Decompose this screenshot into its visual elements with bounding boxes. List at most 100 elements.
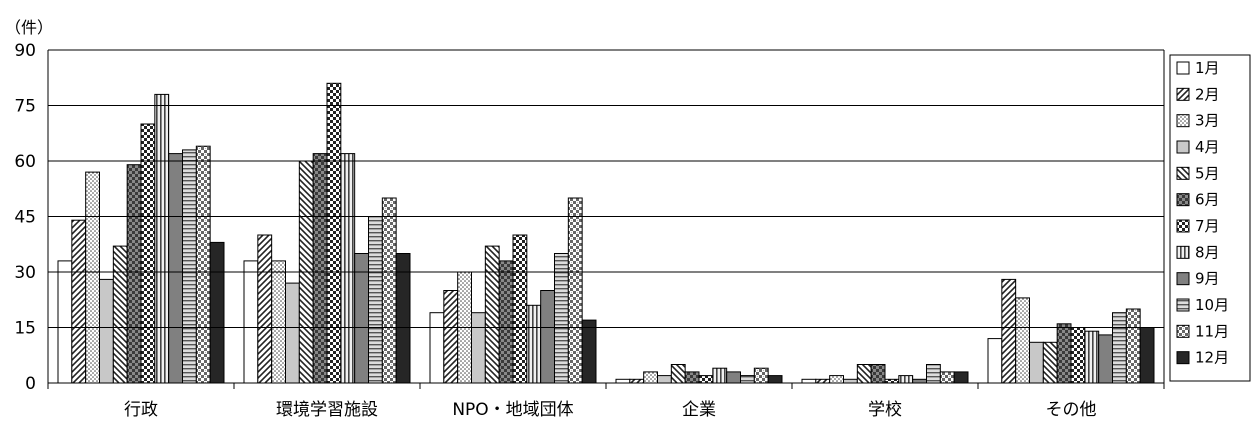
legend-label: 2月: [1195, 85, 1220, 103]
bar: [643, 371, 658, 384]
bar: [801, 378, 817, 384]
category-label: 企業: [682, 400, 716, 420]
bar: [1139, 327, 1155, 384]
bar: [57, 260, 73, 384]
legend-swatch: [1176, 351, 1190, 365]
bar: [354, 253, 370, 384]
legend-swatch: [1176, 245, 1190, 259]
bar: [381, 197, 397, 384]
bar: [340, 153, 356, 384]
bar: [740, 375, 755, 384]
bar: [726, 371, 741, 384]
bar: [312, 153, 328, 384]
bar: [1056, 323, 1072, 384]
y-tick-label: 30: [14, 263, 36, 283]
bar: [112, 245, 128, 384]
bar: [395, 253, 411, 384]
legend-label: 6月: [1195, 191, 1220, 209]
bar: [429, 312, 445, 384]
bar: [629, 378, 645, 384]
bar: [884, 378, 900, 384]
bar: [554, 253, 569, 384]
bar: [243, 260, 259, 384]
bar: [368, 216, 383, 384]
bar: [85, 171, 100, 384]
y-tick-label: 75: [14, 97, 36, 117]
bar: [684, 371, 700, 384]
bar: [1098, 334, 1114, 384]
bar: [140, 123, 156, 384]
bar: [870, 364, 886, 384]
bar: [829, 375, 844, 384]
bar: [498, 260, 514, 384]
bar: [1070, 327, 1086, 384]
bar: [512, 234, 528, 384]
legend-swatch: [1176, 193, 1190, 207]
bar: [815, 378, 831, 384]
bar: [939, 371, 955, 384]
bar: [767, 375, 783, 384]
legend-label: 1月: [1195, 59, 1220, 77]
legend-label: 3月: [1195, 112, 1220, 130]
category-label: その他: [1046, 400, 1097, 420]
bar: [657, 375, 672, 384]
bar: [926, 364, 941, 384]
legend-swatch: [1176, 114, 1190, 128]
y-tick-label: 15: [14, 319, 36, 339]
bar: [471, 312, 486, 384]
legend-swatch: [1176, 324, 1190, 338]
bar: [615, 378, 631, 384]
category-label: NPO・地域団体: [452, 400, 573, 420]
bar: [698, 375, 714, 384]
bar: [182, 149, 197, 384]
bar: [71, 219, 87, 384]
bar: [209, 241, 225, 384]
y-tick-label: 60: [14, 152, 36, 172]
bar: [1125, 308, 1141, 384]
legend-swatch: [1176, 87, 1190, 101]
category-label: 行政: [124, 400, 158, 420]
bar: [1084, 330, 1100, 384]
legend-label: 4月: [1195, 138, 1220, 156]
bar: [195, 145, 211, 384]
y-tick-label: 90: [14, 41, 36, 61]
bar: [126, 164, 142, 384]
bar: [1042, 341, 1058, 384]
bar: [912, 378, 927, 384]
y-axis-unit-label: （件）: [5, 18, 53, 37]
bar: [99, 278, 114, 384]
bar: [856, 364, 872, 384]
y-tick-label: 45: [14, 208, 36, 228]
legend-label: 5月: [1195, 164, 1220, 182]
legend-label: 11月: [1195, 322, 1229, 340]
bar: [670, 364, 686, 384]
legend-label: 7月: [1195, 217, 1220, 235]
bar: [154, 93, 170, 384]
category-label: 学校: [868, 400, 902, 420]
category-label: 環境学習施設: [276, 400, 378, 420]
bar: [898, 375, 914, 384]
bar: [843, 378, 858, 384]
bar: [987, 338, 1003, 384]
bar: [484, 245, 500, 384]
bar: [526, 304, 542, 384]
y-tick-label: 0: [25, 374, 36, 394]
bar: [567, 197, 583, 384]
legend-label: 8月: [1195, 243, 1220, 261]
bar: [285, 282, 300, 384]
bar: [168, 153, 183, 384]
legend-label: 12月: [1195, 349, 1229, 367]
bar: [1112, 312, 1127, 384]
bar: [753, 367, 769, 384]
legend-label: 9月: [1195, 270, 1220, 288]
bar: [540, 290, 555, 384]
legend-swatch: [1176, 272, 1190, 286]
bar: [1001, 278, 1017, 384]
legend-swatch: [1176, 219, 1190, 233]
legend-swatch: [1176, 61, 1190, 75]
legend-swatch: [1176, 298, 1190, 312]
bar: [1015, 297, 1030, 384]
bar: [443, 290, 459, 384]
legend-swatch: [1176, 166, 1190, 180]
